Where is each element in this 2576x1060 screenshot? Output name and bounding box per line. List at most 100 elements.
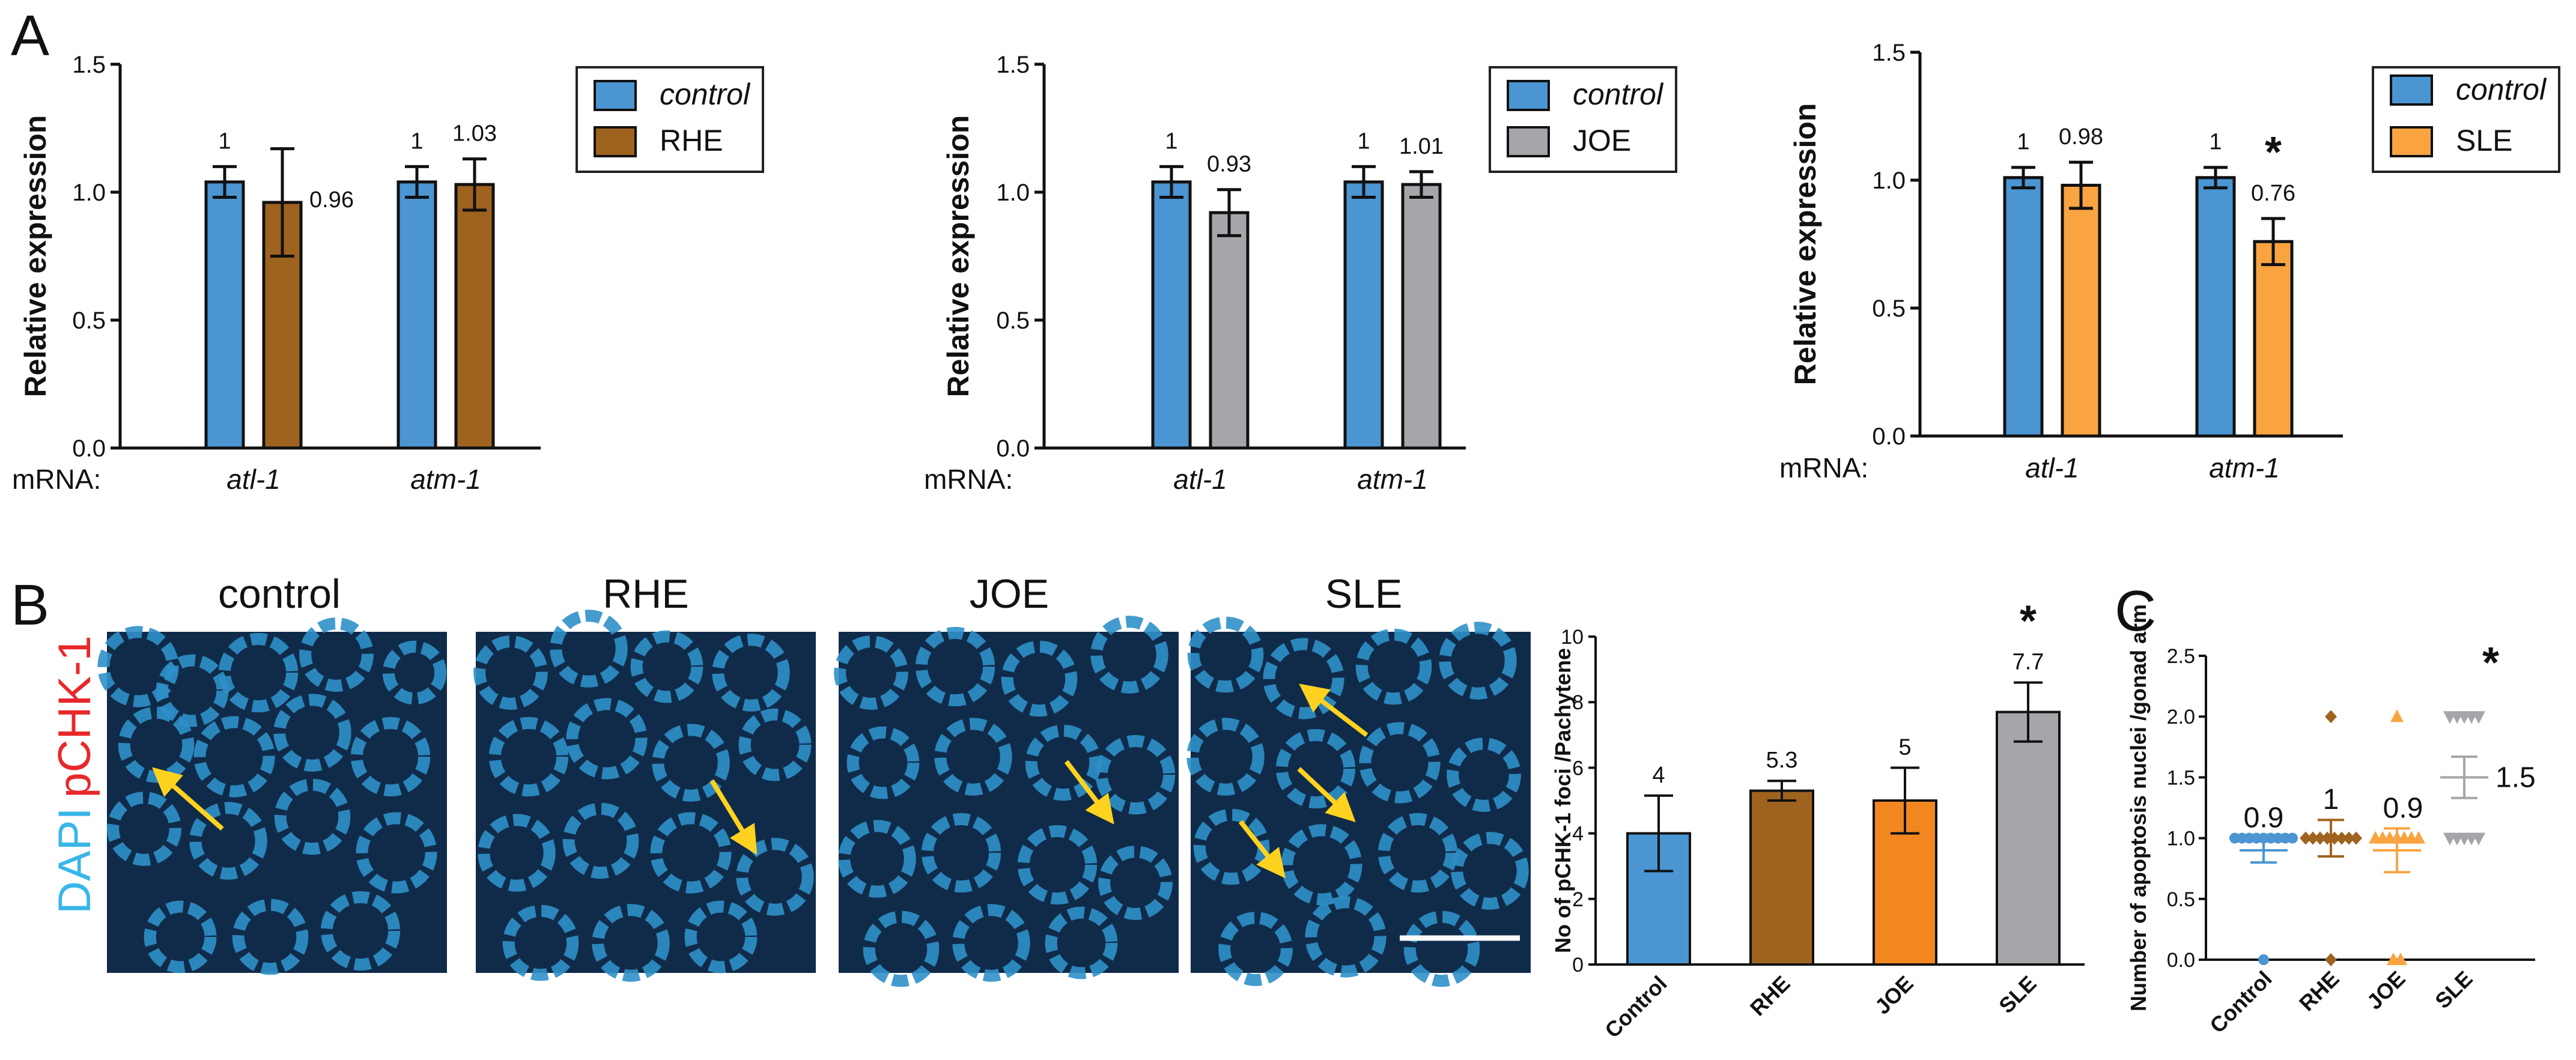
- bar-control-atl-1: [1151, 180, 1192, 450]
- category-label: atm-1: [2209, 452, 2280, 483]
- nucleus: [550, 610, 628, 688]
- legend-swatch-rhe: [594, 126, 637, 157]
- y-tick-label: 1.0: [2167, 828, 2195, 850]
- nucleus: [1281, 824, 1362, 906]
- bar-control-atm-1: [2195, 176, 2236, 438]
- nucleus: [1095, 734, 1176, 815]
- legend-swatch-joe: [1507, 126, 1550, 157]
- nucleus: [1305, 896, 1387, 978]
- x-axis-prefix: mRNA:: [924, 464, 1013, 495]
- nucleus: [193, 716, 275, 798]
- nucleus: [846, 726, 920, 799]
- nucleus: [189, 802, 267, 880]
- mean-label: 0.9: [2383, 792, 2423, 824]
- y-tick-label: 2: [1572, 888, 1584, 911]
- y-tick-label: 6: [1572, 757, 1584, 780]
- category-label: atl-1: [226, 464, 280, 495]
- category-label: atm-1: [1357, 464, 1428, 495]
- data-label: 1: [1357, 129, 1370, 154]
- nucleus: [273, 694, 351, 772]
- y-axis-title: Relative expression: [19, 115, 52, 398]
- category-label: SLE: [2430, 966, 2477, 1013]
- nucleus: [592, 904, 670, 982]
- data-label: 1.03: [452, 121, 497, 147]
- category-label: JOE: [1870, 971, 1918, 1019]
- data-label: 1: [410, 129, 423, 154]
- legend-a2: control JOE: [1489, 66, 1677, 173]
- yellow-arrow: [151, 767, 224, 831]
- data-label: 0.76: [2251, 181, 2295, 206]
- data-point: [2300, 831, 2312, 845]
- data-label: 1: [218, 129, 231, 154]
- yellow-arrow: [1064, 760, 1114, 825]
- micrograph-title-rhe: RHE: [603, 571, 689, 617]
- data-label: 5.3: [1766, 748, 1798, 773]
- nucleus: [1355, 628, 1432, 705]
- panel-label-c: C: [2115, 579, 2156, 643]
- y-tick-label: 0.0: [996, 435, 1030, 462]
- nucleus: [1378, 813, 1458, 893]
- category-label: SLE: [1994, 971, 2041, 1018]
- category-label: atl-1: [1173, 464, 1227, 495]
- legend-swatch-control: [1507, 80, 1550, 111]
- nucleus: [566, 698, 648, 780]
- nucleus: [1263, 638, 1344, 719]
- y-tick-label: 0: [1572, 954, 1584, 977]
- micrograph-control: [97, 617, 447, 975]
- nucleus: [1275, 728, 1356, 809]
- legend-label-control: control: [660, 77, 751, 111]
- yellow-arrow: [709, 779, 758, 855]
- y-tick-label: 1.5: [1872, 40, 1906, 66]
- side-label: DAPI pCHK-1: [49, 635, 100, 914]
- significance-marker: *: [2265, 129, 2282, 177]
- nucleus: [1098, 846, 1173, 920]
- nucleus: [630, 630, 703, 703]
- panel-label-a: A: [11, 4, 49, 68]
- micrograph-row: DAPI pCHK-1 control RHE JOE SLE: [49, 571, 1531, 987]
- nucleus: [562, 802, 639, 879]
- chart-c: 0.0 0.5 1.0 1.5 2.0 2.5 Number of apoptosis nu…: [2126, 604, 2536, 1038]
- legend-label-joe: JOE: [1573, 124, 1631, 157]
- y-axis-title: Relative expression: [1788, 103, 1822, 386]
- nucleus: [320, 891, 401, 971]
- data-point: [2394, 952, 2407, 965]
- legend-label-control: control: [1573, 77, 1664, 111]
- mean-label: 1.5: [2496, 762, 2536, 793]
- legend-label-rhe: RHE: [660, 124, 723, 157]
- y-tick-label: 0.0: [72, 435, 106, 462]
- data-label: 1: [2017, 130, 2029, 155]
- panel-label-b: B: [11, 573, 49, 637]
- y-tick-label: 1.0: [72, 180, 106, 206]
- category-label: atm-1: [410, 464, 481, 495]
- nucleus: [650, 812, 732, 894]
- data-point: [2258, 954, 2269, 965]
- nucleus: [1017, 825, 1098, 905]
- nucleus: [921, 813, 1001, 893]
- category-label: JOE: [2362, 966, 2410, 1014]
- category-label: RHE: [1745, 971, 1795, 1021]
- micrograph-sle: [1186, 616, 1531, 987]
- side-label-pchk: pCHK-1: [49, 635, 100, 798]
- data-label: 0.93: [1207, 152, 1251, 177]
- y-tick-label: 10: [1561, 626, 1584, 649]
- data-label: 4: [1652, 763, 1665, 788]
- nucleus: [299, 617, 374, 692]
- significance-marker: *: [2482, 639, 2499, 687]
- nucleus: [1187, 616, 1264, 693]
- nucleus: [488, 716, 569, 797]
- nucleus: [1439, 622, 1517, 700]
- nucleus: [1359, 722, 1441, 804]
- y-tick-label: 0.0: [1872, 423, 1906, 450]
- nucleus: [834, 635, 908, 710]
- side-label-dapi: DAPI: [49, 807, 100, 913]
- y-tick-label: 1.5: [72, 52, 106, 78]
- nucleus: [1186, 718, 1265, 796]
- nucleus: [712, 634, 790, 712]
- nucleus: [356, 812, 437, 894]
- mean-label: 1: [2323, 784, 2339, 816]
- nucleus: [838, 820, 916, 898]
- micrograph-title-sle: SLE: [1325, 571, 1403, 617]
- yellow-arrow: [1297, 767, 1356, 822]
- nucleus: [502, 904, 579, 981]
